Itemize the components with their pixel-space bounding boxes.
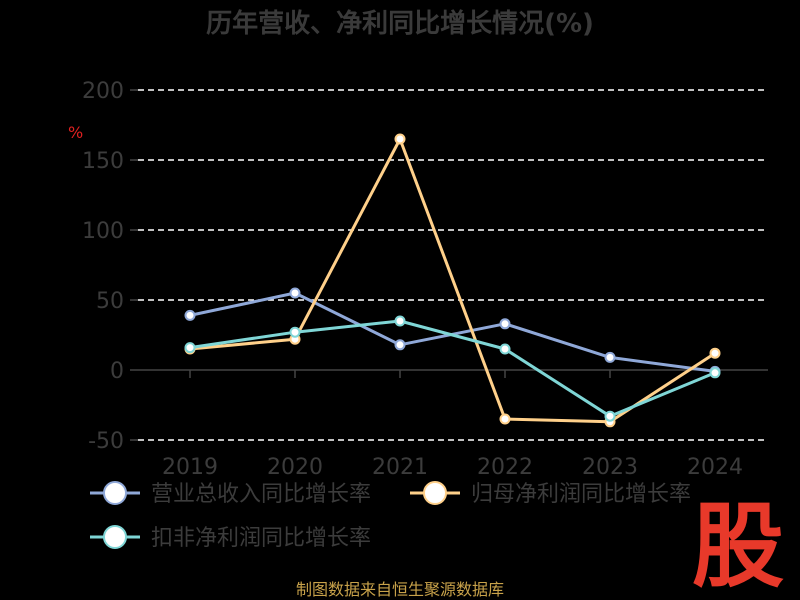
x-tick-label: 2023: [582, 455, 638, 480]
data-point: [604, 410, 616, 422]
x-tick-label: 2024: [687, 455, 743, 480]
series-line-1: [189, 291, 716, 373]
x-tick-label: 2022: [477, 455, 533, 480]
data-point: [709, 347, 721, 359]
x-axis: 2019 2020 2021 2022 2023 2024: [138, 369, 768, 480]
data-point: [604, 351, 616, 363]
data-point: [394, 133, 406, 145]
y-tick-label: -50: [88, 429, 124, 454]
data-point: [499, 318, 511, 330]
data-point: [499, 343, 511, 355]
y-tick-label: 150: [82, 149, 124, 174]
series-line-2: [189, 137, 716, 424]
data-point: [394, 315, 406, 327]
data-point: [289, 287, 301, 299]
y-tick-label: 50: [96, 289, 124, 314]
gridlines: [138, 89, 768, 441]
footer-source: 制图数据来自恒生聚源数据库: [296, 580, 504, 599]
legend-marker-2: [423, 481, 447, 505]
y-axis: 200 150 100 50 0 -50: [82, 79, 138, 454]
legend-marker-1: [103, 481, 127, 505]
data-point: [184, 309, 196, 321]
data-point: [184, 342, 196, 354]
y-tick-label: 200: [82, 79, 124, 104]
y-unit-label: %: [68, 123, 83, 142]
data-point: [499, 413, 511, 425]
data-point: [289, 326, 301, 338]
series-line-3: [189, 319, 716, 418]
y-tick-label: 0: [110, 359, 124, 384]
x-tick-label: 2021: [372, 455, 428, 480]
x-tick-label: 2019: [162, 455, 218, 480]
x-tick-label: 2020: [267, 455, 323, 480]
legend-label-1: 营业总收入同比增长率: [151, 482, 371, 507]
data-point: [709, 367, 721, 379]
legend-label-3: 扣非净利润同比增长率: [151, 526, 371, 551]
series-lines: [184, 133, 721, 428]
y-tick-label: 100: [82, 219, 124, 244]
data-point: [394, 339, 406, 351]
logo: 股: [692, 493, 784, 600]
legend-label-2: 归母净利润同比增长率: [471, 482, 691, 507]
legend-marker-3: [103, 525, 127, 549]
chart-title: 历年营收、净利同比增长情况(%): [206, 8, 594, 39]
